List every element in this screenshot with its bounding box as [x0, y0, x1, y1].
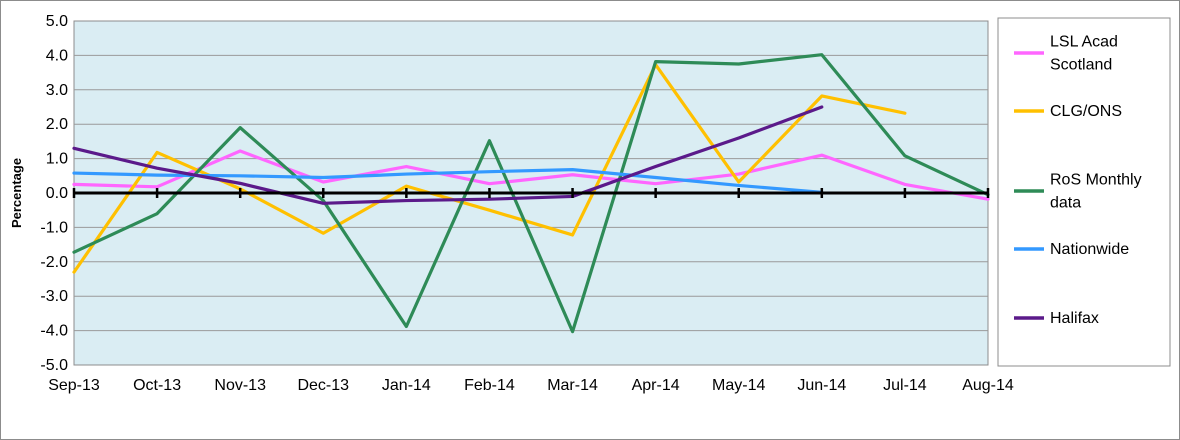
- y-tick-label: 0.0: [46, 185, 68, 202]
- legend-label: RoS Monthly: [1050, 172, 1142, 189]
- y-tick-label: 3.0: [46, 82, 68, 99]
- y-tick-label: 1.0: [46, 151, 68, 168]
- y-axis-title: Percentage: [9, 158, 24, 228]
- x-tick-label: Apr-14: [632, 377, 680, 394]
- y-tick-label: -2.0: [40, 254, 68, 271]
- x-tick-label: Aug-14: [962, 377, 1014, 394]
- x-tick-label: Dec-13: [297, 377, 349, 394]
- series-line-ros-monthly-data: [72, 53, 990, 334]
- legend-label: LSL Acad: [1050, 34, 1118, 51]
- x-tick-label: Nov-13: [214, 377, 266, 394]
- x-tick-label: May-14: [712, 377, 765, 394]
- series-line-halifax: [72, 105, 824, 205]
- x-tick-label: Jul-14: [883, 377, 927, 394]
- legend-label: data: [1050, 195, 1081, 212]
- y-tick-label: -3.0: [40, 288, 68, 305]
- x-tick-label: Jun-14: [797, 377, 846, 394]
- gridlines: [74, 54, 988, 332]
- x-tick-label: Sep-13: [48, 377, 100, 394]
- x-tick-label: Mar-14: [547, 377, 598, 394]
- legend-label: Halifax: [1050, 310, 1099, 327]
- y-tick-label: -1.0: [40, 219, 68, 236]
- y-axis-tick-labels: 5.0 4.0 3.0 2.0 1.0 0.0 -1.0 -2.0 -3.0 -4.0 -5.0: [40, 13, 68, 374]
- y-tick-label: -5.0: [40, 357, 68, 374]
- x-axis-tick-labels: Sep-13 Oct-13 Nov-13 Dec-13 Jan-14 Feb-14 Mar-…: [48, 377, 1014, 394]
- y-tick-label: 5.0: [46, 13, 68, 30]
- x-tick-label: Feb-14: [464, 377, 515, 394]
- x-tick-label: Jan-14: [382, 377, 431, 394]
- series-lines: [72, 53, 990, 334]
- legend-label: CLG/ONS: [1050, 103, 1122, 120]
- y-tick-label: -4.0: [40, 323, 68, 340]
- legend-label: Nationwide: [1050, 241, 1129, 258]
- series-line-lsl-acad-scotland: [72, 149, 990, 201]
- legend-label: Scotland: [1050, 57, 1112, 74]
- y-tick-label: 2.0: [46, 116, 68, 133]
- x-tick-label: Oct-13: [133, 377, 181, 394]
- x-axis-baseline: [72, 188, 990, 198]
- legend: LSL Acad Scotland CLG/ONS RoS Monthly data Na…: [1014, 34, 1142, 327]
- y-tick-label: 4.0: [46, 47, 68, 64]
